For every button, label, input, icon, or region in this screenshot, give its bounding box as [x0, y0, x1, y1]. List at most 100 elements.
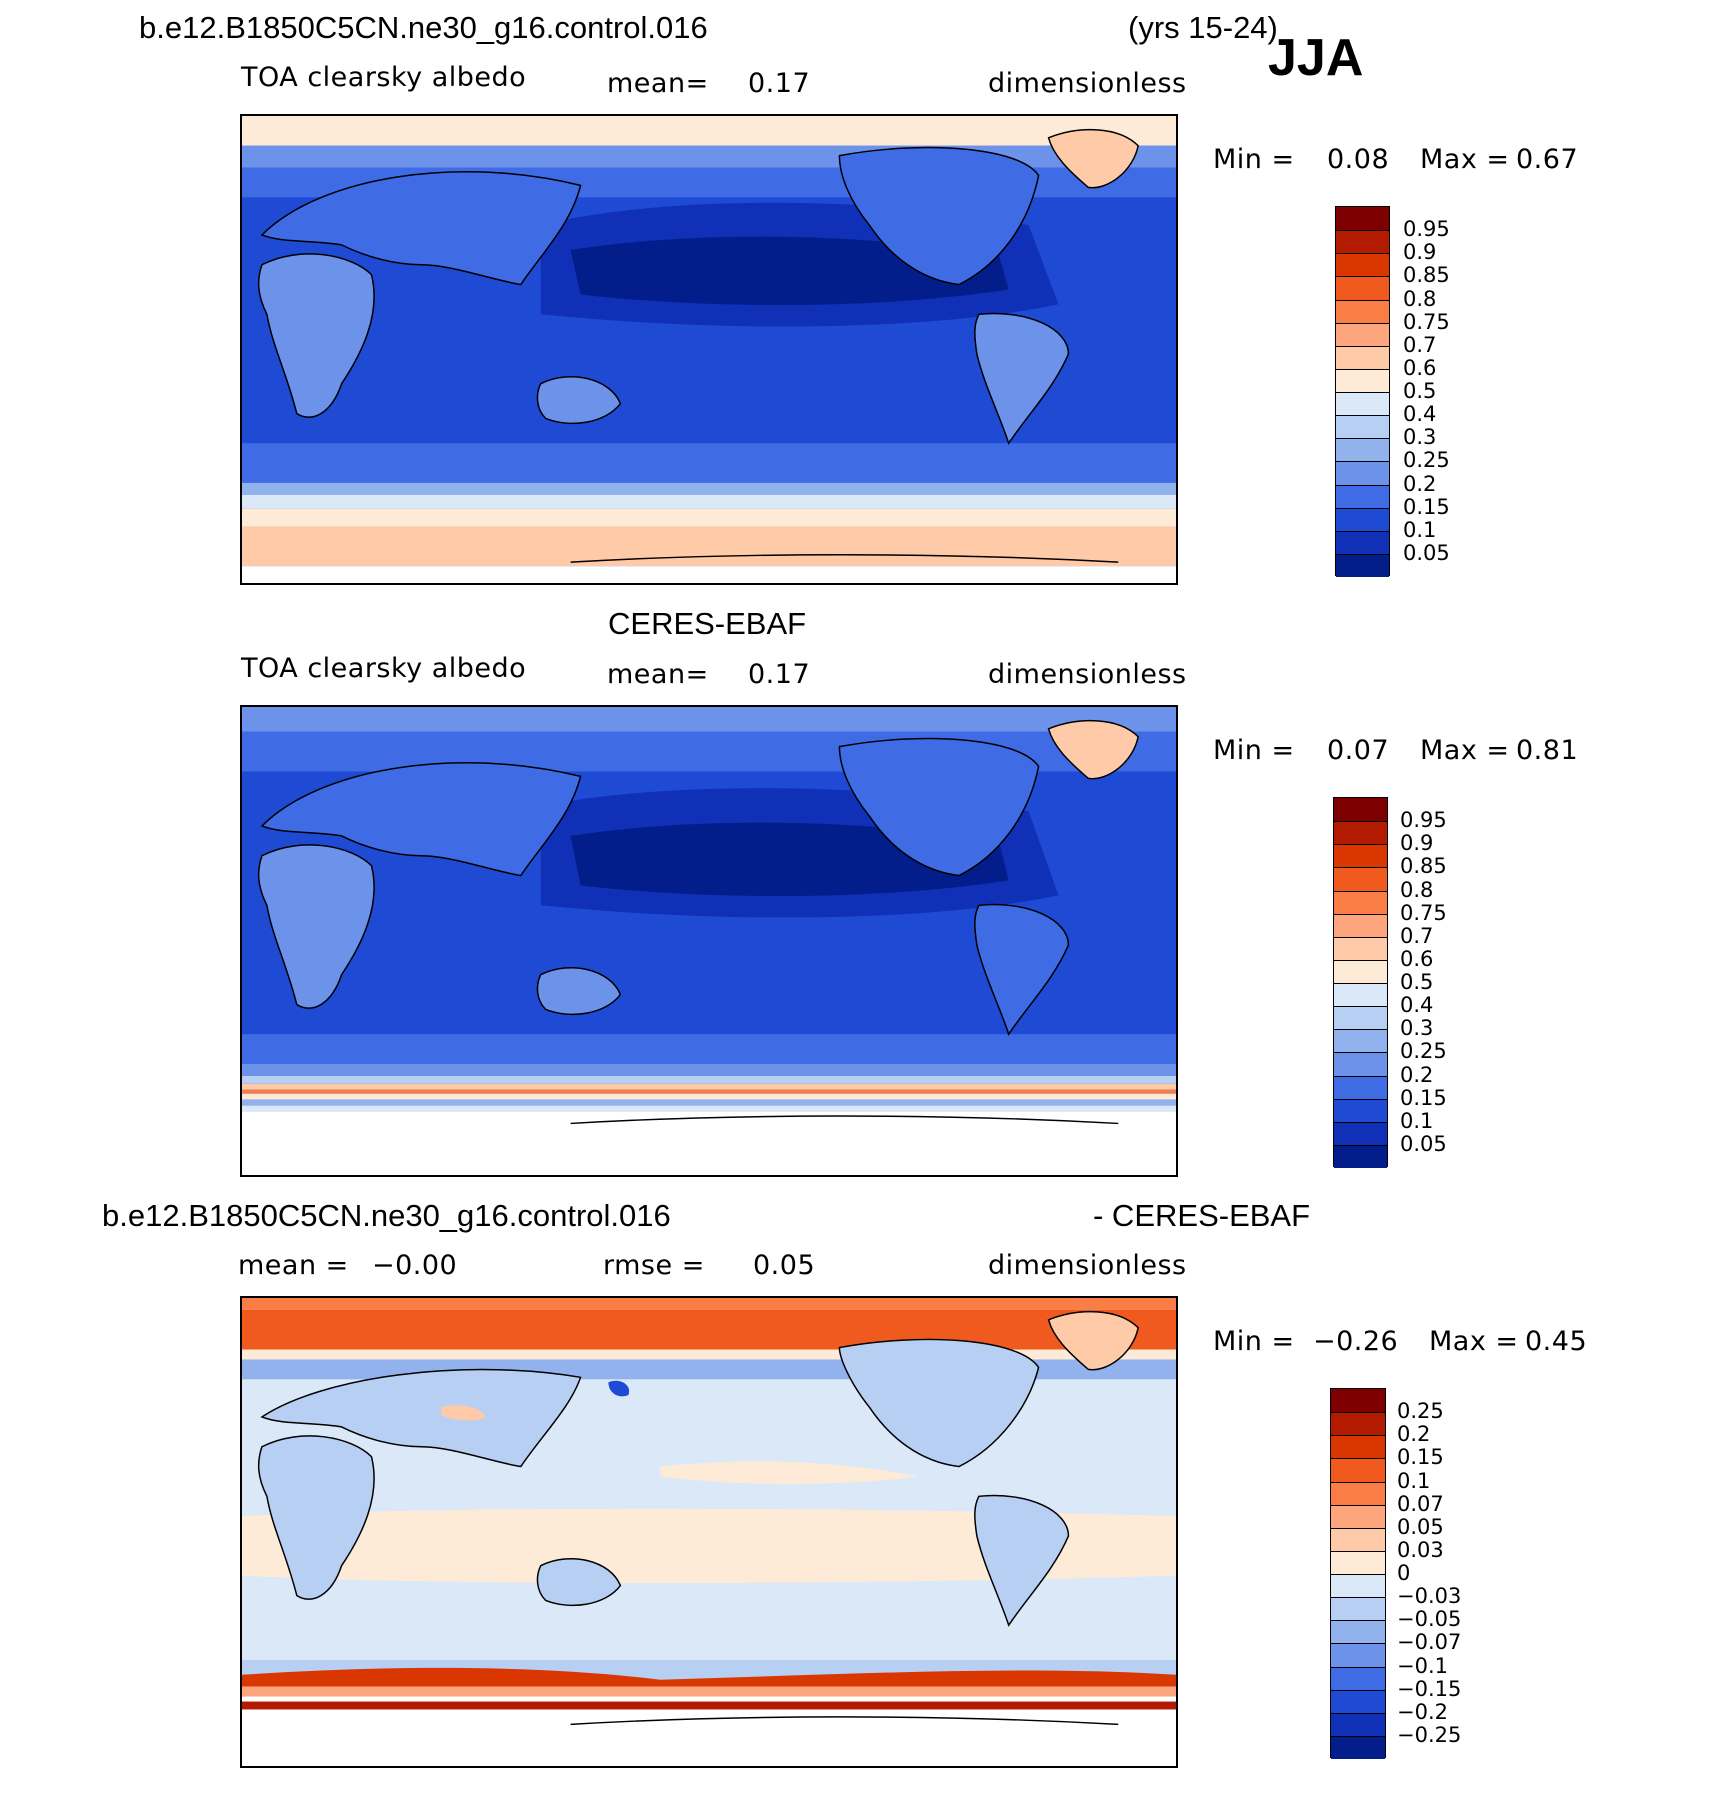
colorbar-tick-label: 0.9	[1403, 240, 1437, 265]
years-label: (yrs 15-24)	[1128, 10, 1278, 45]
panel2-min-value: 0.07	[1327, 735, 1390, 766]
colorbar-segment	[1336, 299, 1389, 323]
colorbar-segment	[1331, 1597, 1385, 1621]
panel1-min-value: 0.08	[1327, 144, 1390, 175]
panel1-map	[240, 114, 1178, 585]
panel3-rmse-label: rmse =	[603, 1250, 705, 1281]
colorbar-segment	[1334, 844, 1387, 868]
colorbar-segment	[1331, 1712, 1385, 1736]
colorbar-tick-label: 0.5	[1400, 970, 1434, 994]
colorbar-segment	[1331, 1666, 1385, 1690]
colorbar-segment	[1336, 276, 1389, 300]
colorbar-tick-label: −0.03	[1397, 1584, 1462, 1609]
panel1-mean-value: 0.17	[748, 68, 811, 99]
panel2-variable: TOA clearsky albedo	[241, 653, 527, 684]
colorbar-tick-label: 0.95	[1403, 217, 1450, 242]
colorbar-tick-label: 0.9	[1400, 831, 1434, 856]
colorbar-segment	[1331, 1435, 1385, 1459]
panel2-max-label: Max =	[1420, 735, 1510, 766]
colorbar-segment	[1334, 936, 1387, 960]
colorbar-tick-label: −0.2	[1397, 1699, 1448, 1724]
colorbar-tick-label: 0.05	[1400, 1131, 1447, 1156]
panel3-mean-value: −0.00	[372, 1250, 458, 1281]
colorbar-tick-label: 0.85	[1403, 263, 1450, 288]
panel3-colorbar	[1330, 1388, 1386, 1759]
colorbar-tick-label: 0.2	[1403, 471, 1437, 496]
colorbar-tick-label: 0.75	[1400, 900, 1447, 925]
colorbar-tick-label: 0.1	[1403, 517, 1437, 542]
colorbar-segment	[1336, 368, 1389, 392]
colorbar-tick-label: 0.25	[1397, 1399, 1444, 1424]
colorbar-segment	[1334, 1144, 1387, 1168]
colorbar-segment	[1331, 1735, 1385, 1759]
colorbar-tick-label: −0.05	[1397, 1607, 1462, 1632]
colorbar-segment	[1334, 959, 1387, 983]
panel2-mean-value: 0.17	[748, 659, 811, 690]
colorbar-tick-label: 0.2	[1397, 1422, 1431, 1447]
colorbar-segment	[1336, 253, 1389, 277]
colorbar-tick-label: 0.15	[1400, 1085, 1447, 1110]
colorbar-segment	[1331, 1574, 1385, 1598]
colorbar-tick-label: 0	[1397, 1561, 1411, 1585]
colorbar-segment	[1334, 1029, 1387, 1053]
colorbar-tick-label: 0.05	[1397, 1514, 1444, 1539]
colorbar-segment	[1334, 798, 1387, 822]
panel3-min-label: Min =	[1213, 1326, 1295, 1357]
panel3-units: dimensionless	[988, 1250, 1187, 1281]
colorbar-tick-label: −0.15	[1397, 1676, 1462, 1701]
colorbar-tick-label: 0.3	[1400, 1016, 1434, 1041]
panel3-rmse-value: 0.05	[753, 1250, 816, 1281]
colorbar-tick-label: 0.05	[1403, 540, 1450, 565]
panel3-mean-label: mean =	[238, 1250, 349, 1281]
colorbar-segment	[1336, 484, 1389, 508]
colorbar-segment	[1334, 913, 1387, 937]
colorbar-segment	[1334, 890, 1387, 914]
colorbar-tick-label: 0.1	[1397, 1468, 1431, 1493]
panel2-max-value: 0.81	[1516, 735, 1579, 766]
colorbar-segment	[1334, 821, 1387, 845]
colorbar-tick-label: 0.1	[1400, 1108, 1434, 1133]
colorbar-segment	[1331, 1412, 1385, 1436]
colorbar-tick-label: 0.4	[1403, 402, 1437, 427]
colorbar-segment	[1334, 1075, 1387, 1099]
colorbar-segment	[1336, 322, 1389, 346]
colorbar-segment	[1331, 1643, 1385, 1667]
colorbar-segment	[1331, 1550, 1385, 1574]
panel1-mean-label: mean=	[607, 68, 709, 99]
panel2-colorbar	[1333, 797, 1388, 1168]
colorbar-tick-label: 0.5	[1403, 379, 1437, 403]
colorbar-segment	[1334, 1098, 1387, 1122]
panel2-title: CERES-EBAF	[608, 606, 807, 641]
colorbar-tick-label: 0.3	[1403, 425, 1437, 450]
colorbar-tick-label: 0.03	[1397, 1537, 1444, 1562]
panel3-title-right: - CERES-EBAF	[1093, 1198, 1311, 1233]
colorbar-tick-label: 0.15	[1397, 1445, 1444, 1470]
colorbar-segment	[1336, 553, 1389, 577]
panel3-min-value: −0.26	[1313, 1326, 1399, 1357]
colorbar-segment	[1334, 1006, 1387, 1030]
colorbar-segment	[1336, 392, 1389, 416]
panel1-variable: TOA clearsky albedo	[241, 62, 527, 93]
colorbar-segment	[1334, 1121, 1387, 1145]
panel1-colorbar	[1335, 206, 1390, 577]
colorbar-tick-label: 0.07	[1397, 1491, 1444, 1516]
season-label: JJA	[1268, 29, 1364, 87]
colorbar-tick-label: 0.75	[1403, 309, 1450, 334]
colorbar-tick-label: 0.7	[1403, 332, 1437, 357]
colorbar-tick-label: 0.15	[1403, 494, 1450, 519]
colorbar-segment	[1331, 1389, 1385, 1413]
colorbar-tick-label: −0.07	[1397, 1630, 1462, 1655]
colorbar-segment	[1334, 1052, 1387, 1076]
colorbar-tick-label: 0.85	[1400, 854, 1447, 879]
colorbar-segment	[1336, 530, 1389, 554]
panel3-map	[240, 1296, 1178, 1768]
colorbar-tick-label: 0.2	[1400, 1062, 1434, 1087]
colorbar-tick-label: 0.6	[1403, 355, 1437, 380]
colorbar-segment	[1336, 438, 1389, 462]
panel2-min-label: Min =	[1213, 735, 1295, 766]
colorbar-tick-label: 0.95	[1400, 808, 1447, 833]
panel2-mean-label: mean=	[607, 659, 709, 690]
panel1-max-value: 0.67	[1516, 144, 1579, 175]
colorbar-segment	[1336, 230, 1389, 254]
colorbar-segment	[1336, 461, 1389, 485]
